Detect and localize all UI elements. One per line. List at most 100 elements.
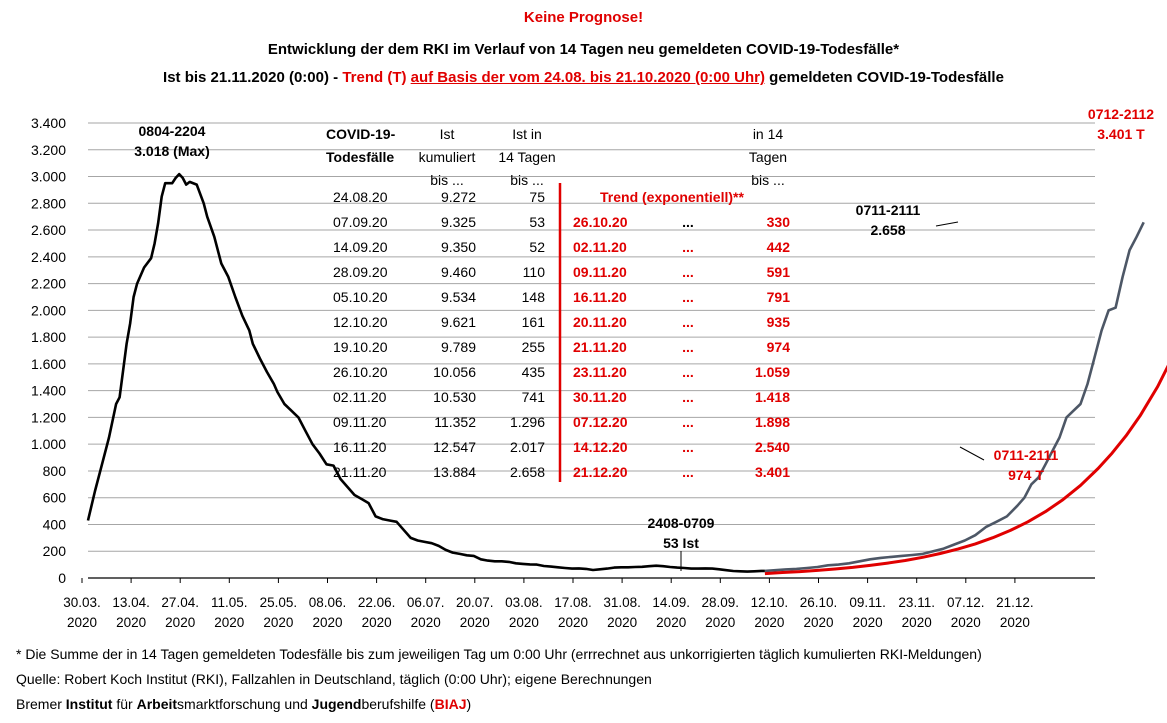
ist-series-line <box>86 172 765 573</box>
table-trend-value: 591 <box>767 264 791 280</box>
trend-series-line <box>764 364 1167 576</box>
x-tick-label: 28.09. <box>702 595 740 610</box>
x-tick-year: 2020 <box>362 615 392 630</box>
table-dots: ... <box>682 414 694 430</box>
x-tick-label: 13.04. <box>112 595 150 610</box>
x-tick-year: 2020 <box>754 615 784 630</box>
table-date: 05.10.20 <box>333 289 388 305</box>
table-header: Ist in <box>512 126 542 142</box>
annotation-max: 0804-2204 <box>139 123 206 139</box>
subtitle-trend: Trend (T) <box>342 69 411 86</box>
table-dots: ... <box>682 289 694 305</box>
subtitle-ist: Ist bis 21.11.2020 (0:00) - <box>163 69 343 86</box>
subtitle-end: gemeldeten COVID-19-Todesfälle <box>765 69 1004 86</box>
y-tick-label: 1.400 <box>31 383 66 399</box>
table-trend-date: 02.11.20 <box>573 239 627 255</box>
table-cumulative: 10.056 <box>433 364 476 380</box>
annotation-max: 3.018 (Max) <box>134 143 209 159</box>
x-tick-label: 14.09. <box>652 595 690 610</box>
annotation-end-trend: 3.401 T <box>1097 126 1145 142</box>
x-tick-year: 2020 <box>951 615 981 630</box>
table-cumulative: 9.789 <box>441 339 476 355</box>
ist-recent-series-line <box>764 221 1145 573</box>
x-tick-year: 2020 <box>214 615 244 630</box>
source-note: Quelle: Robert Koch Institut (RKI), Fall… <box>16 671 652 687</box>
table-dots: ... <box>682 214 694 230</box>
annotation-last: 0711-2111 <box>856 202 921 218</box>
table-cumulative: 9.460 <box>441 264 476 280</box>
publisher-note: Bremer Institut für Arbeitsmarktforschun… <box>16 696 471 712</box>
org-part-bold: Arbeit <box>136 696 178 712</box>
y-tick-label: 1.600 <box>31 356 66 372</box>
x-tick-year: 2020 <box>460 615 490 630</box>
table-date: 09.11.20 <box>333 414 387 430</box>
table-ist14: 161 <box>522 314 546 330</box>
table-date: 19.10.20 <box>333 339 388 355</box>
y-tick-label: 3.400 <box>31 115 66 131</box>
x-tick-label: 20.07. <box>456 595 494 610</box>
y-tick-label: 600 <box>43 490 67 506</box>
x-tick-label: 09.11. <box>849 595 886 610</box>
table-cumulative: 13.884 <box>433 464 476 480</box>
org-part: für <box>112 696 137 712</box>
y-tick-label: 800 <box>43 463 67 479</box>
table-header: Tagen <box>749 149 787 165</box>
x-tick-label: 26.10. <box>800 595 838 610</box>
table-cumulative: 11.352 <box>434 414 476 430</box>
y-tick-label: 2.800 <box>31 195 66 211</box>
x-tick-year: 2020 <box>509 615 539 630</box>
y-tick-label: 2.600 <box>31 222 66 238</box>
y-tick-label: 2.000 <box>31 302 66 318</box>
annotation-leader <box>959 446 985 461</box>
table-header: 14 Tagen <box>498 149 555 165</box>
grid-lines <box>88 122 1095 552</box>
annotation-leader <box>935 221 959 227</box>
table-trend-value: 2.540 <box>755 439 790 455</box>
table-date: 24.08.20 <box>333 189 388 205</box>
y-axis: 0 200 400 600 800 1.000 1.200 1.400 1.600 1.800 2.… <box>31 115 66 586</box>
table-dots: ... <box>682 464 694 480</box>
trend-header: Trend (exponentiell)** <box>600 189 744 205</box>
table-cumulative: 12.547 <box>433 439 476 455</box>
x-tick-year: 2020 <box>902 615 932 630</box>
table-cumulative: 9.350 <box>441 239 476 255</box>
table-trend-value: 974 <box>767 339 791 355</box>
table-ist14: 435 <box>522 364 546 380</box>
table-trend-date: 30.11.20 <box>573 389 627 405</box>
x-tick-year: 2020 <box>116 615 146 630</box>
table-trend-value: 3.401 <box>755 464 790 480</box>
table-dots: ... <box>682 239 694 255</box>
chart-subtitle: Ist bis 21.11.2020 (0:00) - Trend (T) au… <box>0 69 1167 86</box>
x-tick-label: 06.07. <box>407 595 445 610</box>
table-cumulative: 9.272 <box>441 189 476 205</box>
x-tick-year: 2020 <box>803 615 833 630</box>
table-ist14: 52 <box>529 239 545 255</box>
table-trend-date: 14.12.20 <box>573 439 628 455</box>
y-tick-label: 2.200 <box>31 276 66 292</box>
y-tick-label: 200 <box>43 543 67 559</box>
table-ist14: 148 <box>522 289 546 305</box>
x-tick-year: 2020 <box>1000 615 1030 630</box>
table-trend-date: 20.11.20 <box>573 314 627 330</box>
table-ist14: 255 <box>522 339 546 355</box>
table-date: 02.11.20 <box>333 389 387 405</box>
x-tick-label: 31.08. <box>603 595 641 610</box>
x-tick-year: 2020 <box>607 615 637 630</box>
org-acronym: BIAJ <box>434 696 467 712</box>
table-trend-date: 16.11.20 <box>573 289 627 305</box>
table-date: 28.09.20 <box>333 264 388 280</box>
table-date: 12.10.20 <box>333 314 388 330</box>
annotation-ist53: 2408-0709 <box>648 515 715 531</box>
table-trend-value: 1.418 <box>755 389 790 405</box>
table-cumulative: 10.530 <box>433 389 476 405</box>
table-header: in 14 <box>753 126 784 142</box>
annotation-ist53: 53 Ist <box>663 535 699 551</box>
x-tick-label: 11.05. <box>211 595 248 610</box>
table-ist14: 741 <box>522 389 546 405</box>
y-tick-label: 1.200 <box>31 409 66 425</box>
x-tick-label: 12.10. <box>751 595 789 610</box>
table-trend-date: 21.12.20 <box>573 464 628 480</box>
table-header: kumuliert <box>419 149 476 165</box>
y-tick-label: 3.000 <box>31 169 66 185</box>
x-tick-year: 2020 <box>558 615 588 630</box>
